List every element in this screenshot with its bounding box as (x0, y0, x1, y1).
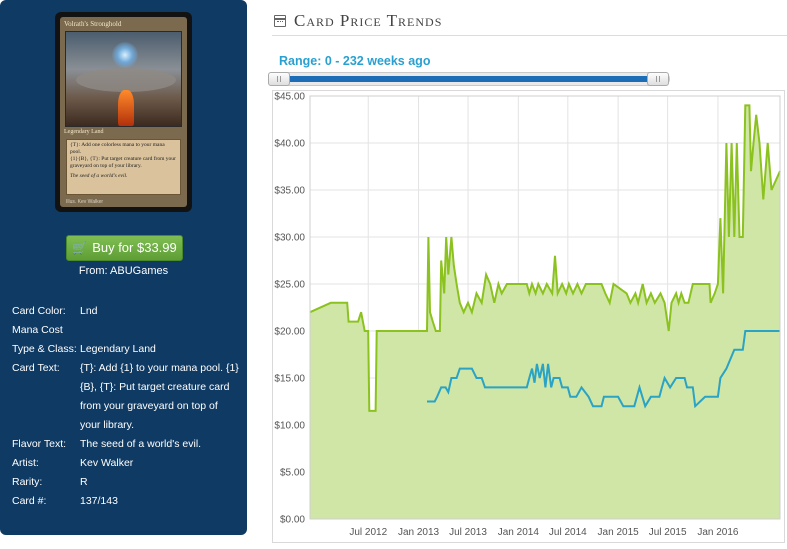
prop-label: Card Text: (12, 362, 60, 374)
y-tick-label: $5.00 (280, 468, 305, 479)
series-area-fill (310, 105, 780, 520)
prop-label: Card Color: (12, 305, 66, 317)
prop-value: Lnd (80, 305, 98, 317)
prop-label: Card #: (12, 495, 47, 507)
x-tick-label: Jan 2015 (598, 527, 640, 538)
plot-border (309, 95, 781, 520)
x-tick-label: Jan 2016 (697, 527, 739, 538)
cart-icon: 🛒 (72, 241, 88, 255)
x-tick-label: Jul 2014 (549, 527, 587, 538)
x-tick-label: Jan 2014 (498, 527, 540, 538)
card-image-type: Legendary Land (64, 129, 104, 135)
section-title: Card Price Trends (294, 11, 443, 30)
card-info-panel: Volrath's Stronghold Legendary Land {T}:… (0, 0, 247, 535)
prop-value: Legendary Land (80, 343, 156, 355)
prop-label: Artist: (12, 457, 39, 469)
buy-button-label: Buy for $33.99 (92, 240, 177, 255)
card-artwork (65, 31, 182, 127)
card-image: Volrath's Stronghold Legendary Land {T}:… (55, 12, 192, 212)
card-frame: Volrath's Stronghold Legendary Land {T}:… (60, 17, 187, 207)
slider-handle-end[interactable] (647, 72, 669, 86)
prop-row: Type & Class: Legendary Land (12, 340, 240, 359)
prop-label: Type & Class: (12, 343, 77, 355)
slider-range-fill (279, 76, 657, 82)
price-chart: $0.00 $5.00 $10.00 $15.00 $20.00 $25.00 $30.00… (272, 90, 785, 543)
y-tick-label: $10.00 (274, 421, 305, 432)
prop-row: Card Text: {T}: Add {1} to your mana pool… (12, 359, 240, 435)
card-image-illustrator: Illus. Kev Walker (66, 199, 104, 205)
prop-row: Artist: Kev Walker (12, 454, 240, 473)
prop-value: {T}: Add {1} to your mana pool. {1}{B}, … (80, 362, 239, 431)
slider-handle-start[interactable] (268, 72, 290, 86)
y-tick-label: $25.00 (274, 280, 305, 291)
prop-row: Card Color: Lnd (12, 302, 240, 321)
y-tick-label: $35.00 (274, 186, 305, 197)
seller-label: From: ABUGames (78, 265, 169, 277)
y-tick-label: $30.00 (274, 233, 305, 244)
series-line-0 (309, 104, 781, 412)
x-tick-label: Jul 2013 (449, 527, 487, 538)
calendar-icon (274, 15, 286, 27)
x-tick-label: Jan 2013 (398, 527, 440, 538)
range-label: Range: 0 - 232 weeks ago (279, 54, 431, 68)
prop-label: Flavor Text: (12, 438, 67, 450)
prop-row: Card #: 137/143 (12, 492, 240, 511)
y-tick-label: $0.00 (280, 515, 305, 526)
artwork-orb (112, 42, 138, 68)
prop-label: Rarity: (12, 476, 43, 488)
card-image-flavor: The seed of a world's evil. (70, 173, 128, 179)
y-tick-label: $20.00 (274, 327, 305, 338)
prop-value: 137/143 (80, 495, 118, 507)
card-properties: Card Color: Lnd Mana Cost Type & Class: Le… (12, 302, 240, 511)
card-image-rule-1: {T}: Add one colorless mana to your mana… (70, 142, 165, 155)
card-image-rule-2: {1}{B}, {T}: Put target creature card fr… (70, 156, 176, 169)
card-image-textbox: {T}: Add one colorless mana to your mana… (66, 139, 181, 195)
prop-value (80, 321, 240, 340)
card-image-name: Volrath's Stronghold (64, 20, 122, 28)
prop-row: Rarity: R (12, 473, 240, 492)
buy-button[interactable]: 🛒 Buy for $33.99 (66, 235, 183, 261)
x-tick-label: Jul 2015 (649, 527, 687, 538)
range-slider[interactable] (268, 72, 670, 86)
artwork-rock (76, 68, 176, 92)
prop-value: R (80, 476, 88, 488)
series-line-1 (427, 330, 780, 409)
y-tick-label: $15.00 (274, 374, 305, 385)
section-header: Card Price Trends (272, 8, 787, 36)
prop-value: The seed of a world's evil. (80, 438, 202, 450)
x-tick-label: Jul 2012 (349, 527, 387, 538)
y-tick-label: $45.00 (274, 92, 305, 103)
prop-row: Mana Cost (12, 321, 240, 340)
prop-row: Flavor Text: The seed of a world's evil. (12, 435, 240, 454)
y-tick-label: $40.00 (274, 139, 305, 150)
prop-label: Mana Cost (12, 324, 63, 336)
prop-value: Kev Walker (80, 457, 134, 469)
artwork-lava (118, 90, 134, 126)
price-chart-svg: $0.00 $5.00 $10.00 $15.00 $20.00 $25.00 $30.00… (274, 92, 781, 538)
